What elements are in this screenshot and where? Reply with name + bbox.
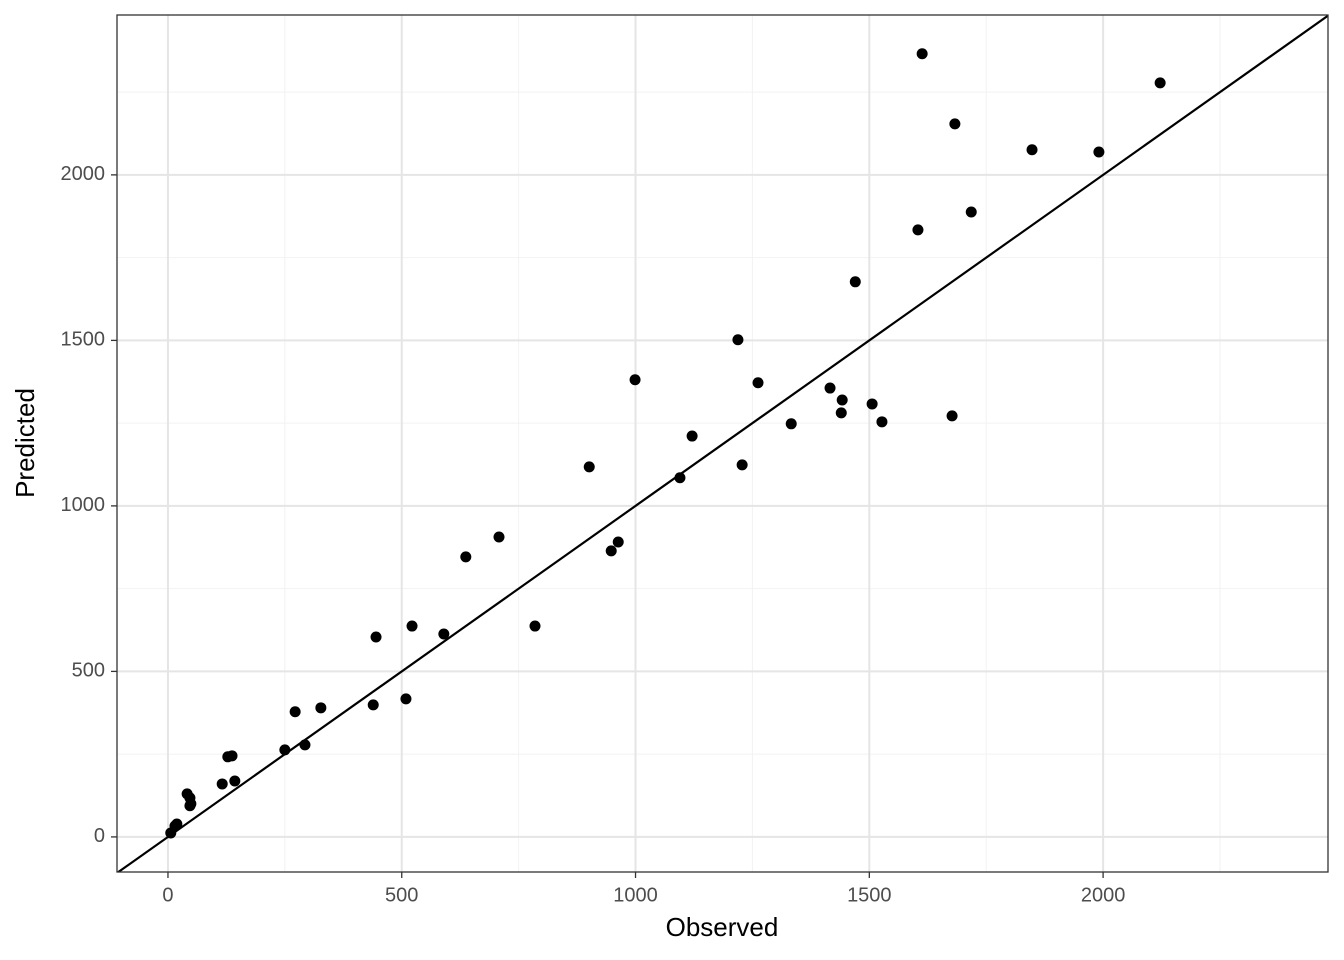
- point: [785, 418, 797, 430]
- y-tick-label: 2000: [61, 163, 106, 185]
- point: [629, 374, 641, 386]
- point: [529, 620, 541, 632]
- point: [752, 377, 764, 389]
- point: [216, 778, 228, 790]
- grid: [117, 15, 1328, 872]
- point: [222, 751, 234, 763]
- point: [605, 545, 617, 557]
- plot-border: [116, 14, 1329, 873]
- point: [583, 461, 595, 473]
- point: [460, 551, 472, 563]
- point: [400, 693, 412, 705]
- x-tick-label: 1500: [847, 884, 892, 906]
- point: [370, 631, 382, 643]
- point: [836, 394, 848, 406]
- y-axis-title: Predicted: [10, 388, 40, 498]
- reference-line: [117, 15, 1328, 872]
- y-tick-label: 1000: [61, 494, 106, 516]
- point: [876, 416, 888, 428]
- y-tick-label: 0: [94, 825, 105, 847]
- point: [438, 628, 450, 640]
- y-tick-label: 1500: [61, 329, 106, 351]
- point: [1093, 146, 1105, 158]
- y-tick-label: 500: [72, 660, 105, 682]
- point: [946, 410, 958, 422]
- point: [315, 702, 327, 714]
- x-tick-label: 500: [385, 884, 418, 906]
- point: [1154, 77, 1166, 89]
- point: [184, 800, 196, 812]
- point: [289, 706, 301, 718]
- marks: [117, 15, 1328, 872]
- point: [736, 459, 748, 471]
- point: [229, 775, 241, 787]
- point: [835, 407, 847, 419]
- point: [912, 224, 924, 236]
- point: [866, 398, 878, 410]
- point: [824, 382, 836, 394]
- x-tick-label: 2000: [1081, 884, 1126, 906]
- point: [674, 472, 686, 484]
- point: [367, 699, 379, 711]
- point: [949, 118, 961, 130]
- axes: 0 500 1000 1500 2000 0 500 1000 1500 2000: [61, 163, 1126, 906]
- point: [279, 744, 291, 756]
- point: [1026, 144, 1038, 156]
- point: [165, 827, 177, 839]
- point: [406, 620, 418, 632]
- point: [916, 48, 928, 60]
- point: [686, 430, 698, 442]
- x-tick-label: 0: [162, 884, 173, 906]
- point: [612, 536, 624, 548]
- point: [732, 334, 744, 346]
- point: [849, 276, 861, 288]
- x-tick-label: 1000: [613, 884, 658, 906]
- x-axis-title: Observed: [666, 912, 779, 942]
- point: [965, 206, 977, 218]
- point: [299, 739, 311, 751]
- point: [493, 531, 505, 543]
